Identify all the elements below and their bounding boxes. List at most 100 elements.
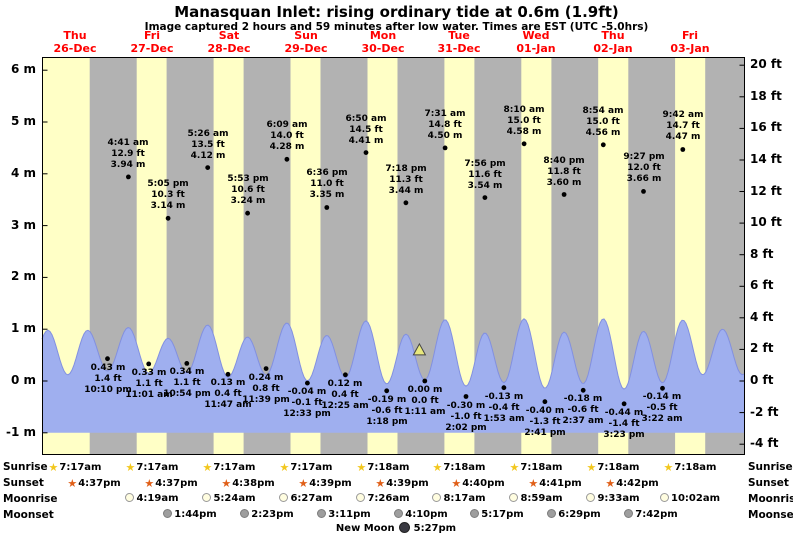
day-label: Mon 30-Dec [361,29,405,55]
sunset-time: ★4:40pm [451,477,505,490]
sunrise-star-icon: ★ [586,461,597,474]
tide-point [225,371,231,377]
moonset-icon [547,509,557,518]
tide-annotation-high: 8:40 pm 11.8 ft 3.60 m [543,156,585,188]
sunrise-star-icon: ★ [202,461,213,474]
tide-curve-area [42,318,745,433]
sunset-time: ★4:41pm [528,477,582,490]
tide-annotation-low: 0.24 m 0.8 ft 11:39 pm [242,373,290,405]
tide-annotation-low: 0.33 m 1.1 ft 11:01 am [125,368,173,400]
page-subtitle: Image captured 2 hours and 59 minutes af… [144,21,649,33]
ft-axis-label: 20 ft [750,57,782,71]
ft-axis-label: 16 ft [750,120,782,134]
m-axis-label: 0 m [10,373,36,387]
moonrise-icon [279,493,289,502]
tide-annotation-low: -0.19 m -0.6 ft 1:18 pm [366,395,408,427]
day-label: Thu 02-Jan [593,29,633,55]
sunset-time: ★4:37pm [67,477,121,490]
moonset-icon [624,509,634,518]
ft-axis-label: -2 ft [750,405,779,419]
sunset-star-icon: ★ [451,477,462,490]
tide-annotation-low: 0.34 m 1.1 ft 10:54 pm [163,367,211,399]
tide-point [621,401,627,407]
moonset-time: 2:23pm [233,509,301,520]
m-axis-label: 1 m [10,321,36,335]
tide-annotation-low: -0.14 m -0.5 ft 3:22 am [641,392,683,424]
moonset-icon [240,509,250,518]
tide-annotation-high: 4:41 am 12.9 ft 3.94 m [107,138,149,170]
tide-annotation-high: 6:09 am 14.0 ft 4.28 m [266,120,308,152]
moonset-time: 7:42pm [617,509,685,520]
tide-point [363,150,369,156]
row-label-left-sunset: Sunset [3,477,44,489]
sunrise-time: ★7:17am [125,461,179,474]
ft-axis-label: 2 ft [750,341,774,355]
row-label-right-sunrise: Sunrise [748,461,793,473]
tide-point [105,356,110,362]
sunset-time: ★4:42pm [605,477,659,490]
moonset-icon [394,509,404,518]
tide-point [125,174,131,180]
tide-point [422,378,428,384]
tide-point [561,192,567,197]
new-moon-time: 5:27pm [413,523,457,534]
day-label: Wed 01-Jan [516,29,556,55]
moonrise-time: 4:19am [118,493,186,504]
tide-annotation-low: 0.00 m 0.0 ft 1:11 am [404,385,446,417]
tide-annotation-low: 0.13 m 0.4 ft 11:47 am [204,378,252,410]
ft-axis-label: 10 ft [750,215,782,229]
sunrise-time: ★7:17am [202,461,256,474]
tide-point [501,385,507,391]
sunset-star-icon: ★ [528,477,539,490]
m-axis-label: 5 m [10,114,36,128]
day-label: Sat 28-Dec [207,29,251,55]
moonrise-time: 7:26am [349,493,417,504]
sunset-star-icon: ★ [298,477,309,490]
tide-point [521,141,527,147]
sunset-time: ★4:38pm [221,477,275,490]
plot-border [42,57,745,455]
sunrise-star-icon: ★ [48,461,59,474]
tide-curve-line [41,318,745,390]
moonset-icon [317,509,327,518]
tide-point [245,210,251,216]
ft-axis-label: 18 ft [750,89,782,103]
tide-point [146,361,152,367]
new-moon-icon [398,522,410,533]
tide-annotation-high: 5:53 pm 10.6 ft 3.24 m [227,174,269,206]
tide-point [463,394,469,399]
moonrise-icon [586,493,596,502]
moonrise-time: 6:27am [272,493,340,504]
moonrise-icon [509,493,519,502]
moonset-time: 4:10pm [387,509,455,520]
row-label-left-sunrise: Sunrise [3,461,48,473]
tide-annotation-low: -0.18 m -0.6 ft 2:37 am [562,394,604,426]
tide-point [641,189,646,194]
row-label-right-sunset: Sunset [748,477,789,489]
ft-axis-label: 0 ft [750,373,774,387]
tide-point [600,142,606,148]
sunset-star-icon: ★ [375,477,386,490]
moonrise-time: 5:24am [195,493,263,504]
tide-annotation-low: -0.30 m -1.0 ft 2:02 pm [445,401,487,433]
tide-point [442,145,448,151]
moonrise-time: 8:17am [425,493,493,504]
m-axis-label: 3 m [10,218,36,232]
moonrise-icon [356,493,366,502]
tide-point [660,385,665,391]
m-axis-label: 2 m [10,269,36,283]
sunset-star-icon: ★ [605,477,616,490]
tide-annotation-high: 9:27 pm 12.0 ft 3.66 m [623,152,665,184]
sunrise-time: ★7:18am [356,461,410,474]
sunrise-time: ★7:18am [663,461,717,474]
tide-annotation-high: 5:26 am 13.5 ft 4.12 m [187,129,229,161]
sunrise-time: ★7:18am [509,461,563,474]
tide-point [324,205,330,210]
moonrise-time: 8:59am [502,493,570,504]
